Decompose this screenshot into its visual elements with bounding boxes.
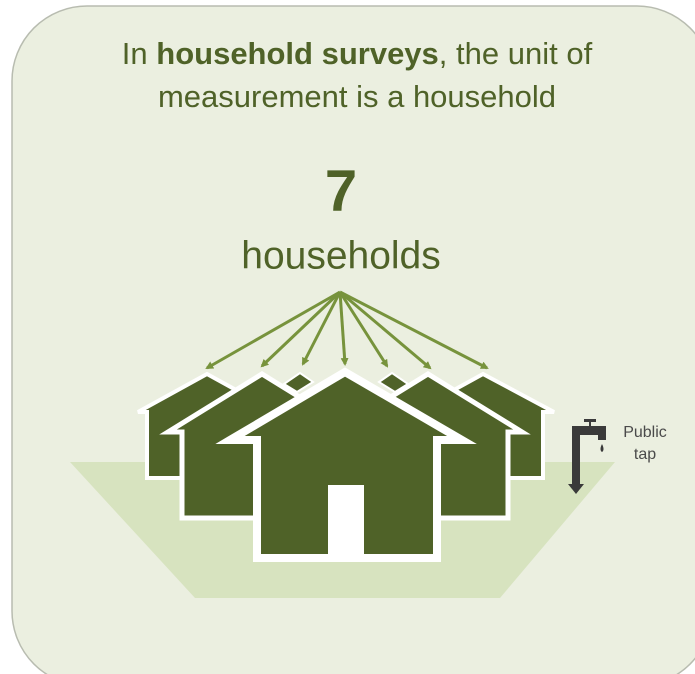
arrows: [205, 290, 489, 370]
house: [377, 371, 410, 394]
tap-stem: [589, 420, 591, 427]
arrow: [338, 291, 349, 366]
tap-drop: [600, 444, 604, 452]
arrow: [339, 290, 489, 370]
title-line-1: In household surveys, the unit of: [122, 36, 593, 71]
tap-nozzle: [598, 435, 606, 440]
arrow: [339, 290, 432, 370]
title-line-2: measurement is a household: [158, 79, 556, 114]
door: [328, 485, 364, 558]
title-bold: household surveys: [156, 36, 439, 71]
arrow: [301, 291, 342, 366]
tap-icon: [568, 419, 606, 494]
title-suffix: , the unit of: [439, 36, 593, 71]
arrow: [205, 290, 341, 370]
tap-arrow: [568, 484, 584, 494]
tap-label: tap: [634, 446, 656, 463]
household-count: 7: [325, 158, 357, 223]
title-prefix: In: [122, 36, 156, 71]
house: [215, 367, 477, 562]
tap-spout: [572, 426, 606, 435]
household-unit: households: [241, 234, 441, 277]
arrow: [338, 291, 389, 368]
arrow: [260, 290, 342, 368]
houses: [137, 367, 555, 562]
house: [282, 371, 315, 394]
tap-label: Public: [623, 424, 667, 441]
tap-pipe: [572, 426, 580, 486]
